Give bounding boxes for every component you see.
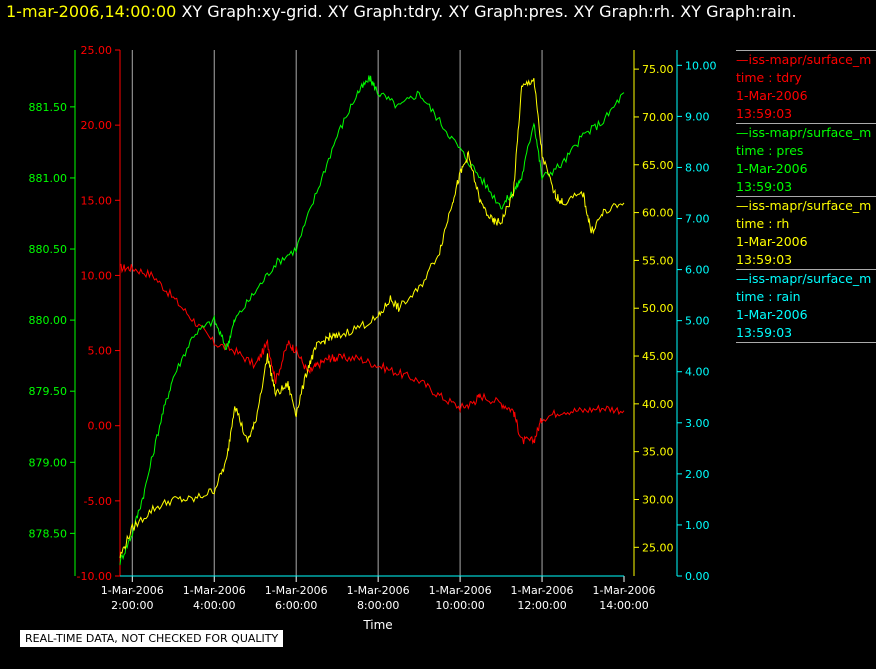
rh-tick-label: 40.00 xyxy=(642,398,674,411)
legend-separator xyxy=(736,342,876,343)
rain-tick-label: 9.00 xyxy=(685,110,710,123)
x-tick-date: 1-Mar-2006 xyxy=(347,584,410,597)
legend-name: —iss-mapr/surface_m xyxy=(736,125,872,140)
rain-tick-label: 10.00 xyxy=(685,59,717,72)
rh-tick-label: 35.00 xyxy=(642,446,674,459)
x-tick-time: 10:00:00 xyxy=(435,599,484,612)
tdry-series-line xyxy=(119,263,625,445)
rain-tick-label: 3.00 xyxy=(685,417,710,430)
x-tick-time: 8:00:00 xyxy=(357,599,399,612)
rh-tick-label: 55.00 xyxy=(642,254,674,267)
rh-tick-label: 45.00 xyxy=(642,350,674,363)
x-tick-date: 1-Mar-2006 xyxy=(265,584,328,597)
legend-separator xyxy=(736,196,876,197)
tdry-tick-label: 25.00 xyxy=(81,44,113,57)
pres-tick-label: 880.50 xyxy=(29,243,68,256)
x-tick-time: 6:00:00 xyxy=(275,599,317,612)
tdry-tick-label: 5.00 xyxy=(88,345,113,358)
x-axis-label: Time xyxy=(363,618,393,632)
pres-tick-label: 879.50 xyxy=(29,385,68,398)
rh-tick-label: 65.00 xyxy=(642,159,674,172)
legend-time: 13:59:03 xyxy=(736,325,793,340)
rh-tick-label: 70.00 xyxy=(642,111,674,124)
legend-date: 1-Mar-2006 xyxy=(736,234,808,249)
legend-separator xyxy=(736,123,876,124)
rain-tick-label: 4.00 xyxy=(685,366,710,379)
x-tick-time: 4:00:00 xyxy=(193,599,235,612)
pres-series-line xyxy=(119,75,625,565)
pres-tick-label: 879.00 xyxy=(29,456,68,469)
pres-tick-label: 880.00 xyxy=(29,314,68,327)
rain-tick-label: 8.00 xyxy=(685,161,710,174)
legend-time: 13:59:03 xyxy=(736,252,793,267)
quality-notice: REAL-TIME DATA, NOT CHECKED FOR QUALITY xyxy=(20,630,284,647)
rh-tick-label: 75.00 xyxy=(642,63,674,76)
legend-field: time : rh xyxy=(736,216,790,231)
rh-series-line xyxy=(119,78,625,559)
legend-field: time : pres xyxy=(736,143,804,158)
rh-tick-label: 60.00 xyxy=(642,207,674,220)
legend-name: —iss-mapr/surface_m xyxy=(736,198,872,213)
rh-tick-label: 30.00 xyxy=(642,493,674,506)
legend-separator xyxy=(736,269,876,270)
x-tick-date: 1-Mar-2006 xyxy=(511,584,574,597)
x-tick-date: 1-Mar-2006 xyxy=(101,584,164,597)
x-tick-time: 14:00:00 xyxy=(599,599,648,612)
legend-name: —iss-mapr/surface_m xyxy=(736,271,872,286)
timestamp: 1-mar-2006,14:00:00 xyxy=(6,2,177,21)
x-tick-date: 1-Mar-2006 xyxy=(593,584,656,597)
legend-time: 13:59:03 xyxy=(736,179,793,194)
pres-tick-label: 881.50 xyxy=(29,101,68,114)
rain-tick-label: 5.00 xyxy=(685,315,710,328)
x-tick-time: 2:00:00 xyxy=(111,599,153,612)
legend: —iss-mapr/surface_m time : tdry 1-Mar-2006… xyxy=(736,50,876,343)
legend-field: time : tdry xyxy=(736,70,802,85)
graph-list: XY Graph:xy-grid. XY Graph:tdry. XY Grap… xyxy=(181,2,797,21)
legend-field: time : rain xyxy=(736,289,801,304)
rh-tick-label: 50.00 xyxy=(642,302,674,315)
rain-tick-label: 6.00 xyxy=(685,264,710,277)
tdry-tick-label: 0.00 xyxy=(88,420,113,433)
rh-tick-label: 25.00 xyxy=(642,541,674,554)
legend-name: —iss-mapr/surface_m xyxy=(736,52,872,67)
rain-tick-label: 0.00 xyxy=(685,570,710,583)
tdry-tick-label: -10.00 xyxy=(77,570,112,583)
legend-date: 1-Mar-2006 xyxy=(736,88,808,103)
x-tick-date: 1-Mar-2006 xyxy=(183,584,246,597)
pres-tick-label: 878.50 xyxy=(29,527,68,540)
legend-time: 13:59:03 xyxy=(736,106,793,121)
legend-date: 1-Mar-2006 xyxy=(736,161,808,176)
tdry-tick-label: 20.00 xyxy=(81,119,113,132)
legend-date: 1-Mar-2006 xyxy=(736,307,808,322)
rain-tick-label: 7.00 xyxy=(685,213,710,226)
tdry-tick-label: 15.00 xyxy=(81,194,113,207)
x-tick-date: 1-Mar-2006 xyxy=(429,584,492,597)
tdry-tick-label: 10.00 xyxy=(81,269,113,282)
x-tick-time: 12:00:00 xyxy=(517,599,566,612)
rain-tick-label: 1.00 xyxy=(685,519,710,532)
legend-separator xyxy=(736,50,876,51)
chart-title: 1-mar-2006,14:00:00 XY Graph:xy-grid. XY… xyxy=(6,2,797,21)
tdry-tick-label: -5.00 xyxy=(84,495,112,508)
pres-tick-label: 881.00 xyxy=(29,172,68,185)
rain-tick-label: 2.00 xyxy=(685,468,710,481)
